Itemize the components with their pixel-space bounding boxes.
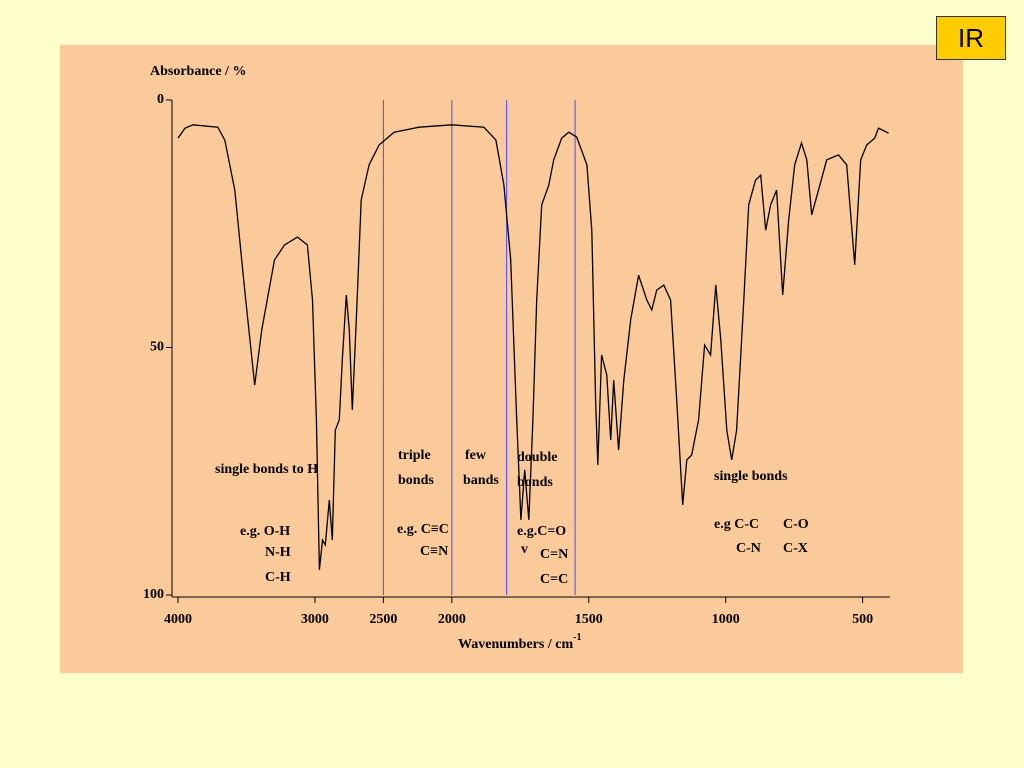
annotation: e.g C-C bbox=[714, 517, 759, 532]
annotation: C≡N bbox=[420, 544, 448, 559]
annotation: C-O bbox=[783, 517, 809, 532]
slide-tag: IR bbox=[936, 16, 1006, 60]
annotation: C-X bbox=[783, 541, 808, 556]
annotation: bonds bbox=[517, 475, 553, 490]
annotation: C=N bbox=[540, 547, 568, 562]
annotation: v bbox=[521, 542, 528, 557]
annotation: e.g. O-H bbox=[240, 524, 290, 539]
y-tick-label: 50 bbox=[150, 340, 164, 355]
y-tick-label: 0 bbox=[157, 92, 164, 107]
panel bbox=[60, 45, 963, 673]
annotation: e.g. C≡C bbox=[397, 522, 449, 537]
x-axis-label-main: Wavenumbers / cm bbox=[458, 637, 573, 652]
x-tick-label: 2500 bbox=[369, 612, 397, 627]
annotation: double bbox=[517, 450, 557, 465]
x-tick-label: 3000 bbox=[301, 612, 329, 627]
annotation: C-H bbox=[265, 570, 291, 585]
x-axis-label-sup: -1 bbox=[573, 632, 581, 643]
annotation: single bonds bbox=[714, 469, 788, 484]
y-axis-label: Absorbance / % bbox=[150, 64, 246, 79]
annotation: bands bbox=[463, 473, 499, 488]
annotation: triple bbox=[398, 448, 431, 463]
x-tick-label: 2000 bbox=[438, 612, 466, 627]
x-tick-label: 1000 bbox=[712, 612, 740, 627]
x-tick-label: 1500 bbox=[575, 612, 603, 627]
annotation: e.g.C=O bbox=[517, 524, 566, 539]
annotation: C=C bbox=[540, 572, 568, 587]
x-tick-label: 4000 bbox=[164, 612, 192, 627]
x-tick-label: 500 bbox=[852, 612, 873, 627]
x-axis-label: Wavenumbers / cm-1 bbox=[458, 632, 581, 652]
annotation: C-N bbox=[736, 541, 761, 556]
spectrum-line bbox=[177, 124, 889, 570]
annotation: few bbox=[465, 448, 487, 463]
annotation: bonds bbox=[398, 473, 434, 488]
annotation: N-H bbox=[265, 545, 291, 560]
y-tick-label: 100 bbox=[143, 587, 164, 602]
annotation: single bonds to H bbox=[215, 462, 318, 477]
